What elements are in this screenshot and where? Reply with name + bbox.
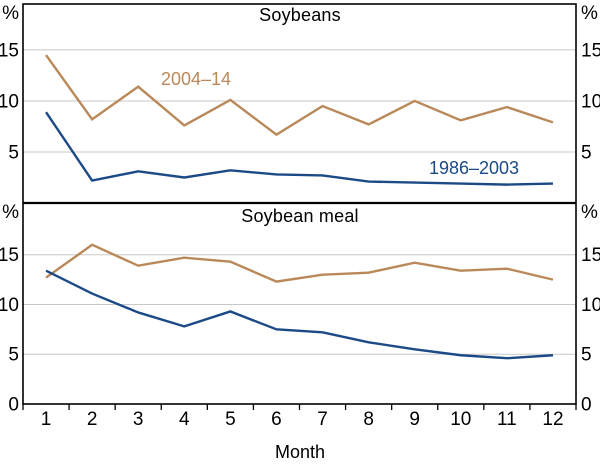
y-tick-label-right: 10 — [581, 295, 600, 316]
x-tick-label: 5 — [225, 409, 236, 430]
line-series-soybeans-0 — [45, 54, 554, 137]
x-tick-label: 4 — [179, 409, 190, 430]
x-tick-label: 11 — [497, 409, 517, 430]
y-tick-label-left: 5 — [8, 142, 19, 163]
y-tick-label-left: 15 — [0, 245, 19, 266]
y-axis-unit-right: % — [581, 3, 598, 24]
y-tick-label-left: 10 — [0, 295, 19, 316]
x-tick-label: 2 — [87, 409, 98, 430]
x-tick-label: 7 — [317, 409, 328, 430]
series-label-1986-2003: 1986–2003 — [428, 158, 520, 178]
y-axis-unit-left: % — [2, 202, 19, 223]
y-tick-label-right: 10 — [581, 91, 600, 112]
x-tick-label: 8 — [363, 409, 374, 430]
x-tick-label: 10 — [450, 409, 471, 430]
y-axis-unit-left: % — [2, 3, 19, 24]
x-tick-label: 12 — [542, 409, 563, 430]
y-tick-label-right: 0 — [581, 395, 592, 416]
y-tick-label-left: 15 — [0, 40, 19, 61]
y-tick-label-left: 0 — [8, 395, 19, 416]
y-tick-label-right: 5 — [581, 142, 592, 163]
series-label-2004-14: 2004–14 — [160, 69, 232, 89]
line-series-soybean-meal-0 — [45, 243, 554, 283]
x-axis-title: Month — [274, 442, 326, 462]
x-tick-label: 9 — [409, 409, 420, 430]
y-tick-label-right: 15 — [581, 40, 600, 61]
y-axis-unit-right: % — [581, 202, 598, 223]
x-tick-label: 6 — [271, 409, 282, 430]
panel-title-soybean-meal: Soybean meal — [241, 206, 359, 226]
y-tick-label-left: 10 — [0, 91, 19, 112]
y-tick-label-left: 5 — [8, 345, 19, 366]
x-tick-label: 1 — [41, 409, 52, 430]
line-series-soybeans-1 — [45, 111, 553, 186]
x-tick-label: 3 — [133, 409, 144, 430]
panel-title-soybeans: Soybeans — [259, 5, 341, 25]
y-tick-label-right: 5 — [581, 345, 592, 366]
line-series-soybean-meal-1 — [45, 269, 554, 360]
y-tick-label-right: 15 — [581, 245, 600, 266]
